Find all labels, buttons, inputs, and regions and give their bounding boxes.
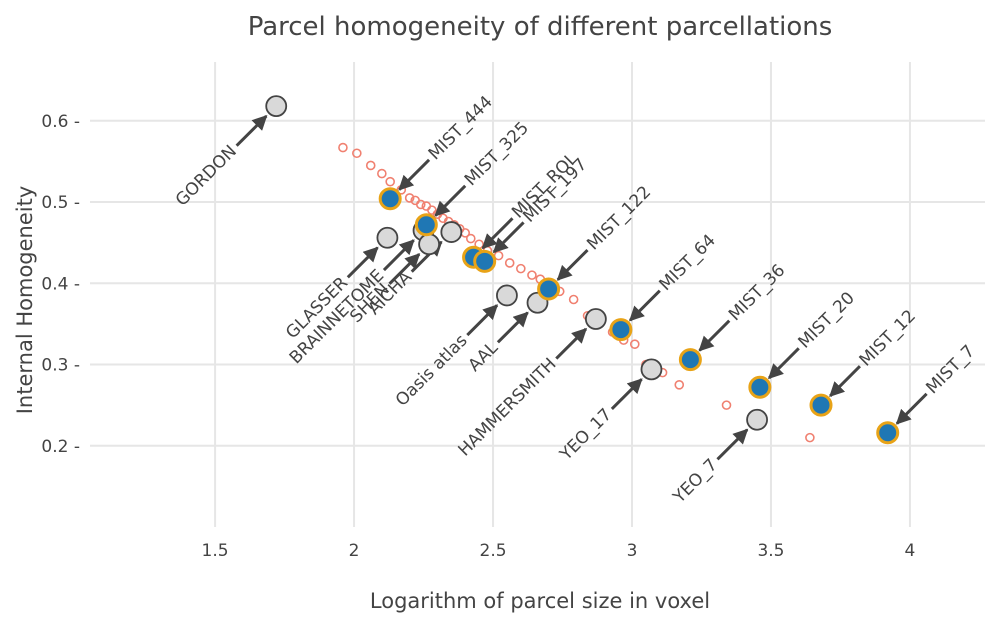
y-tick-label: 0.5 - xyxy=(41,193,80,213)
x-tick-label: 2 xyxy=(349,541,360,561)
annotation-arrow-mist-64 xyxy=(629,289,661,322)
grid-layer xyxy=(90,62,985,527)
chart-title: Parcel homogeneity of different parcella… xyxy=(248,12,833,42)
point-mist-20 xyxy=(748,375,772,399)
point-oasis-atlas xyxy=(496,284,518,307)
label-yeo-17: YEO_17 xyxy=(556,405,617,466)
x-axis-title: Logarithm of parcel size in voxel xyxy=(370,589,710,613)
small-point xyxy=(377,168,387,179)
point-gordon xyxy=(265,95,288,118)
x-tick-label: 3 xyxy=(627,541,638,561)
small-point xyxy=(338,142,348,153)
y-tick-label: 0.6 - xyxy=(41,112,80,132)
y-tick-label: 0.2 - xyxy=(41,437,80,457)
point-hammersmith xyxy=(584,308,607,330)
point-mist-36 xyxy=(678,348,702,372)
y-tick-label: 0.3 - xyxy=(41,356,80,376)
y-axis-title: Internal Homogeneity xyxy=(13,186,37,415)
point-mist-7 xyxy=(876,421,900,445)
annotation-arrow-aal xyxy=(496,311,529,344)
x-tick-label: 1.5 xyxy=(202,541,229,561)
label-mist-64: MIST_64 xyxy=(656,231,720,295)
annotation-arrow-yeo-17 xyxy=(610,378,643,411)
small-point xyxy=(404,193,415,203)
x-tick-label: 4 xyxy=(905,541,916,561)
annotation-arrow-glasser xyxy=(346,246,379,279)
x-tick-label: 2.5 xyxy=(480,541,507,561)
annotation-arrow-mist-444 xyxy=(398,158,431,191)
point-mist-197 xyxy=(473,249,497,273)
small-point xyxy=(415,199,426,210)
annotation-arrow-brainnetome xyxy=(382,239,415,272)
small-point xyxy=(721,400,732,410)
tick-labels-layer: 1.5 2 2.5 3 3.5 4 0.2 - 0.3 - 0.4 - 0.5 - 0.6 - xyxy=(41,112,915,561)
annotation-arrow-yeo-7 xyxy=(716,428,749,461)
small-point xyxy=(805,432,815,443)
point-yeo-7 xyxy=(746,408,768,431)
annotation-arrow-mist-197 xyxy=(492,221,525,254)
point-mist-325 xyxy=(414,213,438,237)
small-point xyxy=(385,176,395,187)
small-point xyxy=(365,160,376,171)
small-point xyxy=(504,258,515,268)
point-mist-122 xyxy=(537,277,561,301)
annotation-arrow-gordon xyxy=(235,114,268,147)
label-gordon: GORDON xyxy=(172,141,241,210)
small-point xyxy=(516,263,526,274)
label-mist-122: MIST_122 xyxy=(583,182,655,254)
x-tick-label: 3.5 xyxy=(757,541,784,561)
small-point xyxy=(629,339,640,349)
small-point xyxy=(427,205,437,215)
annotation-arrow-mist-122 xyxy=(556,248,589,281)
small-point xyxy=(465,233,476,244)
annotation-arrows-layer xyxy=(235,114,928,461)
annotation-arrow-mist-7 xyxy=(895,392,928,425)
point-mist-12 xyxy=(809,393,833,417)
label-mist-7: MIST_7 xyxy=(922,341,979,398)
label-aal: AAL xyxy=(465,338,503,376)
small-point xyxy=(527,270,537,280)
label-mist-36: MIST_36 xyxy=(725,261,789,325)
annotation-arrow-mist-36 xyxy=(698,319,731,352)
point-yeo-17 xyxy=(640,358,663,381)
annotation-arrow-oasis-atlas xyxy=(466,304,499,337)
small-point xyxy=(352,148,362,159)
point-aicha xyxy=(440,221,463,243)
point-glasser xyxy=(376,226,399,249)
small-point xyxy=(674,380,685,390)
label-oasis-atlas: Oasis atlas xyxy=(392,331,472,411)
label-yeo-7: YEO_7 xyxy=(669,455,722,508)
point-shen xyxy=(418,233,440,256)
label-hammersmith: HAMMERSMITH xyxy=(454,354,560,460)
annotation-arrow-mist-20 xyxy=(767,347,800,380)
small-point xyxy=(568,294,579,305)
annotation-arrow-shen xyxy=(388,253,421,285)
annotation-arrow-mist-roi xyxy=(481,217,514,250)
annotation-arrow-hammersmith xyxy=(555,327,588,360)
y-tick-label: 0.4 - xyxy=(41,274,80,294)
markers-layer xyxy=(265,95,900,445)
point-mist-64 xyxy=(609,318,633,342)
label-mist-20: MIST_20 xyxy=(795,288,859,352)
annotation-arrow-mist-12 xyxy=(829,365,861,397)
annotation-arrow-mist-325 xyxy=(434,184,467,217)
point-mist-444 xyxy=(378,187,402,211)
